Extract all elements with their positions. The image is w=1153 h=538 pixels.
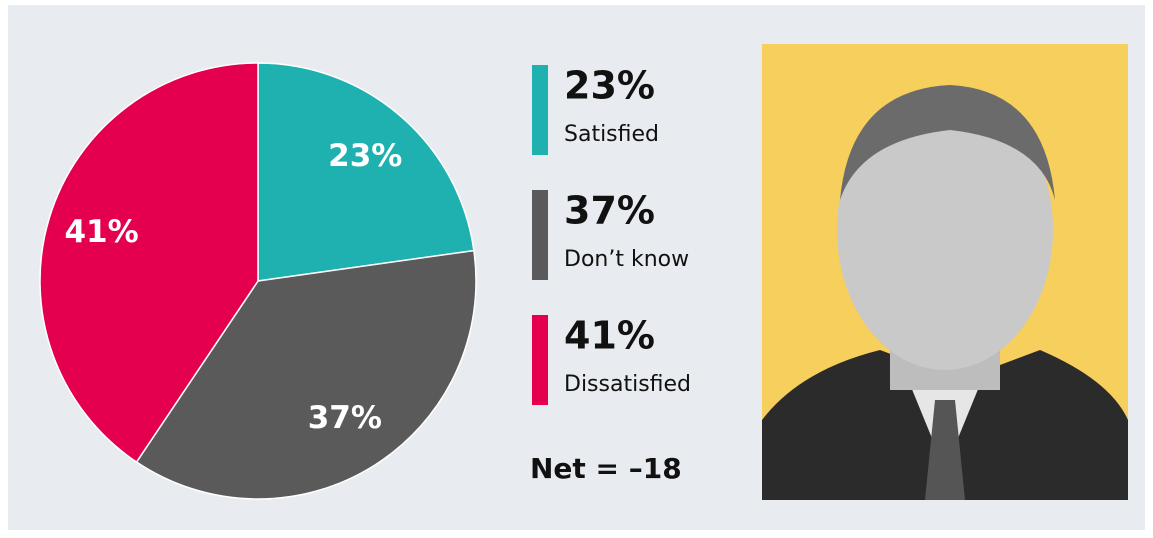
pie-slice [39, 62, 259, 464]
pie-slice [257, 62, 475, 282]
net-annotation: Net = –18 [530, 452, 682, 485]
legend-value: 41% [564, 314, 655, 358]
portrait [762, 44, 1128, 500]
legend-label: Don’t know [564, 247, 689, 272]
slice-label: 23% [328, 138, 402, 174]
legend-swatch [532, 65, 548, 155]
slice-label: 41% [64, 214, 138, 250]
pie-slice [135, 249, 477, 500]
legend-value: 23% [564, 64, 655, 108]
legend-label: Satisfied [564, 122, 659, 147]
legend-value: 37% [564, 189, 655, 233]
pie: 23% 37% 41% [39, 62, 477, 500]
legend: 23% Satisfied 37% Don’t know 41% Dissatisfied [532, 64, 691, 405]
slice-label: 37% [308, 400, 382, 436]
legend-swatch [532, 315, 548, 405]
legend-label: Dissatisfied [564, 372, 691, 397]
legend-swatch [532, 190, 548, 280]
